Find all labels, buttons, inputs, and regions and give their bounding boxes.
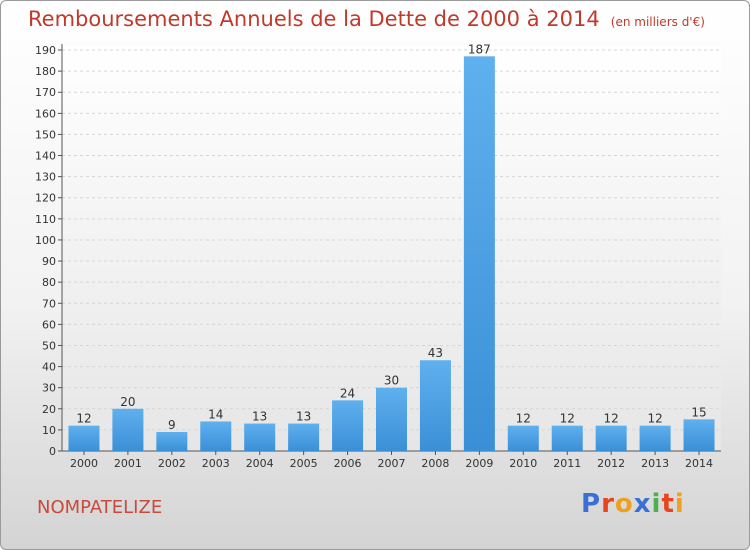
y-tick-label: 140 (35, 150, 56, 163)
bar-2000 (68, 425, 100, 451)
y-tick-label: 170 (35, 86, 56, 99)
y-tick-label: 30 (42, 382, 56, 395)
data-label-2013: 12 (647, 412, 662, 426)
x-tick-label: 2014 (685, 457, 713, 470)
bar-2004 (244, 423, 276, 451)
y-tick-label: 190 (35, 44, 56, 57)
logo-letter: t (661, 489, 675, 519)
data-label-2001: 20 (120, 395, 135, 409)
x-tick-label: 2003 (202, 457, 230, 470)
bar-2012 (595, 425, 627, 451)
x-tick-label: 2001 (114, 457, 142, 470)
x-tick-label: 2002 (158, 457, 186, 470)
y-tick-label: 70 (42, 297, 56, 310)
data-label-2007: 30 (384, 374, 399, 388)
y-tick-label: 50 (42, 339, 56, 352)
x-tick-label: 2007 (378, 457, 406, 470)
x-tick-label: 2005 (290, 457, 318, 470)
y-tick-label: 180 (35, 65, 56, 78)
data-label-2010: 12 (516, 412, 531, 426)
y-tick-label: 100 (35, 234, 56, 247)
y-tick-label: 0 (49, 445, 56, 458)
data-label-2002: 9 (168, 418, 176, 432)
y-tick-label: 10 (42, 424, 56, 437)
data-label-2004: 13 (252, 410, 267, 424)
bar-2009 (463, 56, 495, 452)
data-label-2000: 12 (76, 412, 91, 426)
bar-2008 (419, 360, 451, 451)
x-tick-label: 2013 (641, 457, 669, 470)
x-tick-label: 2010 (509, 457, 537, 470)
bar-2010 (507, 425, 539, 451)
y-tick-label: 130 (35, 171, 56, 184)
x-tick-label: 2008 (421, 457, 449, 470)
logo-letter: i (674, 489, 685, 519)
bar-2001 (112, 408, 144, 451)
data-label-2008: 43 (428, 346, 443, 360)
bar-2011 (551, 425, 583, 451)
proxiti-logo: Proxiti (581, 489, 685, 519)
commune-name: NOMPATELIZE (37, 497, 163, 518)
data-label-2005: 13 (296, 410, 311, 424)
bar-2007 (376, 387, 407, 451)
y-tick-label: 90 (42, 255, 56, 268)
y-tick-label: 80 (42, 276, 56, 289)
chart-unit: (en milliers d'€) (610, 15, 705, 29)
bar-2002 (156, 432, 188, 451)
y-tick-label: 160 (35, 107, 56, 120)
y-tick-label: 110 (35, 213, 56, 226)
data-label-2009: 187 (468, 42, 491, 56)
logo-letter: o (614, 489, 634, 519)
x-tick-label: 2000 (70, 457, 98, 470)
data-label-2012: 12 (604, 412, 619, 426)
x-tick-label: 2009 (465, 457, 493, 470)
bar-2013 (639, 425, 671, 451)
y-tick-label: 20 (42, 403, 56, 416)
bar-2014 (683, 419, 715, 451)
chart-title: Remboursements Annuels de la Dette de 20… (28, 7, 600, 31)
x-tick-label: 2006 (334, 457, 362, 470)
chart-title-block: Remboursements Annuels de la Dette de 20… (28, 7, 705, 31)
bar-2003 (200, 421, 232, 451)
y-tick-label: 120 (35, 192, 56, 205)
y-tick-label: 60 (42, 318, 56, 331)
x-tick-label: 2011 (553, 457, 581, 470)
bar-2006 (332, 400, 364, 451)
y-tick-label: 40 (42, 361, 56, 374)
logo-letter: P (581, 489, 602, 519)
x-tick-label: 2004 (246, 457, 274, 470)
x-tick-label: 2012 (597, 457, 625, 470)
y-tick-label: 150 (35, 128, 56, 141)
logo-letter: x (633, 489, 652, 519)
data-label-2014: 15 (691, 405, 706, 419)
logo-letter: r (601, 489, 615, 519)
data-label-2003: 14 (208, 407, 223, 421)
data-label-2011: 12 (560, 412, 575, 426)
bar-2005 (288, 423, 320, 451)
data-label-2006: 24 (340, 386, 355, 400)
logo-letter: i (651, 489, 662, 519)
